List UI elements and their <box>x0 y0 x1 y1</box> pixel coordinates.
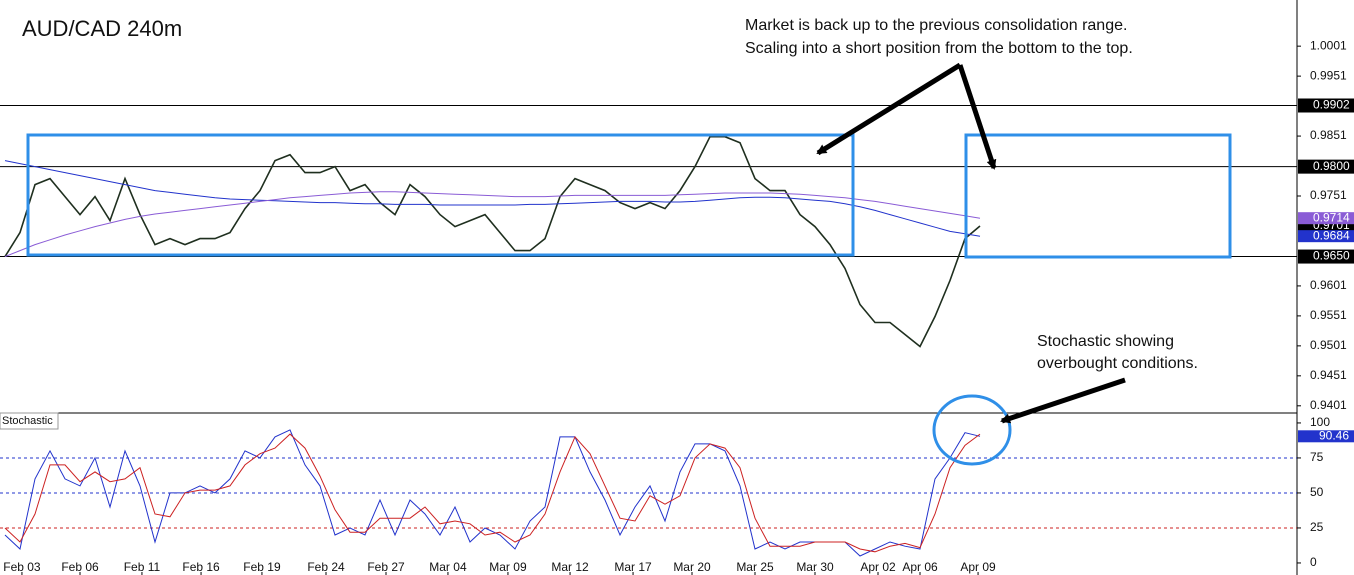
y-tick-label: 1.0001 <box>1310 38 1347 52</box>
level-label-box <box>1298 249 1354 264</box>
series-line <box>4 160 981 237</box>
x-tick-label: Apr 06 <box>902 560 938 574</box>
x-tick-label: Feb 03 <box>3 560 41 574</box>
y-tick-label: 25 <box>1310 520 1324 534</box>
annotation: Stochastic showing <box>1037 333 1174 350</box>
x-tick-label: Mar 17 <box>614 560 652 574</box>
x-tick-label: Mar 30 <box>796 560 834 574</box>
arrow <box>957 64 997 170</box>
last-value-label: 0.9684 <box>1313 228 1350 242</box>
x-tick-label: Apr 09 <box>960 560 996 574</box>
plot-area <box>0 104 1297 557</box>
series-line <box>4 135 981 348</box>
annotation: overbought conditions. <box>1037 355 1198 372</box>
x-tick-label: Feb 06 <box>61 560 99 574</box>
y-tick-label: 0.9751 <box>1310 188 1347 202</box>
x-tick-label: Feb 11 <box>124 560 161 574</box>
y-tick-label: 0.9851 <box>1310 128 1347 142</box>
x-tick-label: Apr 02 <box>860 560 896 574</box>
x-tick-label: Feb 24 <box>307 560 345 574</box>
y-tick-label: 0.9501 <box>1310 338 1347 352</box>
x-tick-label: Mar 25 <box>736 560 774 574</box>
series-line <box>4 433 981 553</box>
y-tick-label: 50 <box>1310 485 1324 499</box>
annotation: Market is back up to the previous consol… <box>745 17 1127 34</box>
last-value-label: 0.9714 <box>1313 210 1350 224</box>
x-tick-label: Mar 12 <box>551 560 589 574</box>
last-value-label: 90.46 <box>1319 428 1349 442</box>
y-tick-label: 0 <box>1310 555 1317 569</box>
level-label: 0.9800 <box>1313 159 1350 173</box>
x-tick-label: Feb 16 <box>182 560 220 574</box>
chart-title: AUD/CAD 240m <box>22 16 182 41</box>
y-tick-label: 100 <box>1310 415 1330 429</box>
annotation: Scaling into a short position from the b… <box>745 40 1133 57</box>
arrow <box>816 62 962 156</box>
level-label: 0.9902 <box>1313 98 1350 112</box>
range-box <box>26 133 855 257</box>
y-tick-label: 0.9601 <box>1310 278 1347 292</box>
y-tick-label: 75 <box>1310 450 1324 464</box>
x-tick-label: Mar 20 <box>673 560 711 574</box>
x-tick-label: Feb 27 <box>367 560 405 574</box>
x-tick-label: Mar 04 <box>429 560 467 574</box>
y-tick-label: 0.9551 <box>1310 308 1347 322</box>
panel-title: Stochastic <box>2 415 53 427</box>
arrow <box>1000 377 1126 424</box>
level-label-box <box>1298 159 1354 174</box>
last-value-box <box>1298 212 1354 225</box>
level-label: 0.9650 <box>1313 249 1350 263</box>
series-line <box>4 191 981 258</box>
y-tick-label: 0.9401 <box>1310 398 1347 412</box>
y-tick-label: 0.9951 <box>1310 68 1347 82</box>
target-box <box>964 133 1232 259</box>
last-value-box <box>1298 430 1354 443</box>
x-tick-label: Feb 19 <box>243 560 281 574</box>
last-value-box <box>1298 230 1354 243</box>
x-tick-label: Mar 09 <box>489 560 527 574</box>
panel-label-box <box>0 412 59 430</box>
level-label-box <box>1298 98 1354 113</box>
highlight-circle <box>932 394 1012 466</box>
y-tick-label: 0.9451 <box>1310 368 1347 382</box>
